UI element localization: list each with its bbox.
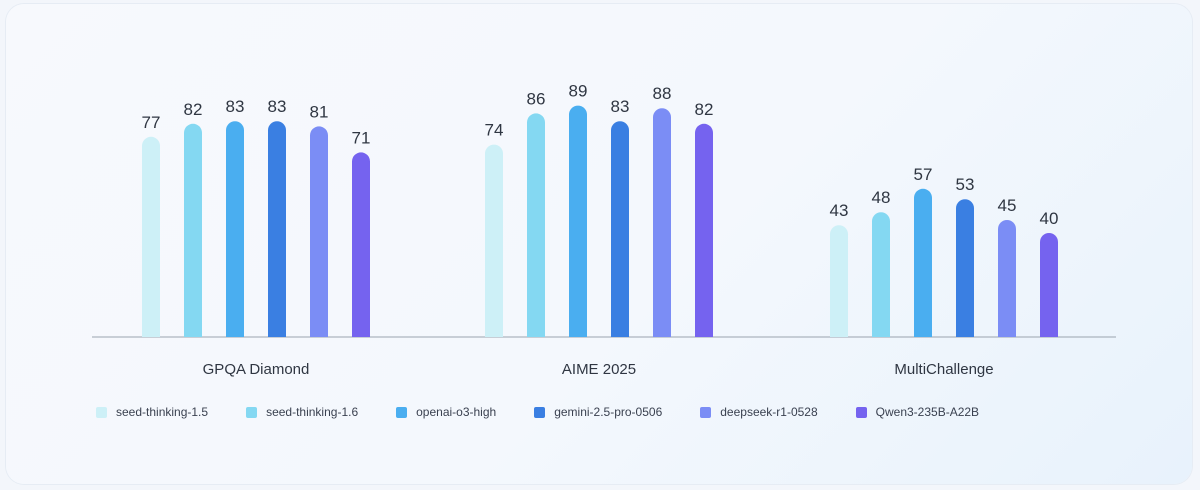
data-label: 74	[485, 121, 504, 140]
data-label: 57	[914, 165, 933, 184]
data-label: 89	[569, 82, 588, 101]
legend-swatch	[396, 406, 408, 418]
category-label: GPQA Diamond	[203, 361, 310, 378]
legend-label: deepseek-r1-0528	[720, 405, 818, 419]
bar-group: 74 86 89 83 88 82	[485, 82, 714, 338]
data-label: 43	[830, 201, 849, 220]
bar-group: 77 82 83 83 81 71	[142, 97, 371, 337]
legend-label: Qwen3-235B-A22B	[875, 405, 980, 419]
bar	[872, 212, 890, 337]
legend: seed-thinking-1.5 seed-thinking-1.6 openai…	[96, 405, 1017, 419]
legend-item: seed-thinking-1.5	[96, 405, 208, 419]
bar-group: 43 48 57 53 45 40	[830, 165, 1059, 337]
data-label: 82	[695, 100, 714, 119]
category-label: AIME 2025	[562, 361, 636, 378]
legend-swatch	[855, 406, 867, 418]
bar	[611, 121, 629, 337]
data-label: 77	[142, 113, 161, 132]
bar	[1040, 233, 1058, 337]
category-label: MultiChallenge	[894, 361, 993, 378]
bar	[569, 105, 587, 337]
bar	[695, 123, 713, 337]
bar	[310, 126, 328, 337]
bar-chart: 77 82 83 83 81 71 GPQA Diamond 74 86 89 83 88 82 AIME…	[92, 82, 1116, 378]
data-label: 83	[268, 97, 287, 116]
bar	[352, 152, 370, 337]
data-label: 48	[872, 188, 891, 207]
legend-swatch	[96, 406, 107, 418]
legend-swatch	[700, 406, 712, 418]
data-label: 83	[611, 97, 630, 116]
bar	[142, 136, 160, 337]
legend-label: openai-o3-high	[416, 405, 497, 419]
legend-label: gemini-2.5-pro-0506	[554, 405, 663, 419]
bar	[184, 123, 202, 337]
chart-card: 77 82 83 83 81 71 GPQA Diamond 74 86 89 83 88 82 AIME…	[6, 4, 1192, 484]
bar	[653, 108, 672, 337]
data-label: 45	[998, 196, 1017, 215]
data-label: 53	[956, 175, 975, 194]
legend-swatch	[246, 406, 258, 418]
legend-item: seed-thinking-1.6	[246, 405, 358, 419]
legend-item: openai-o3-high	[396, 405, 496, 419]
bar	[914, 188, 932, 337]
legend-label: seed-thinking-1.6	[266, 405, 359, 419]
data-label: 82	[184, 100, 203, 119]
legend-label: seed-thinking-1.5	[116, 405, 209, 419]
data-label: 88	[653, 84, 672, 103]
data-label: 81	[310, 102, 329, 121]
bar	[268, 121, 286, 337]
bar	[830, 225, 848, 337]
legend-item: gemini-2.5-pro-0506	[534, 405, 662, 419]
bar	[226, 121, 244, 337]
data-label: 83	[226, 97, 245, 116]
bar	[998, 220, 1016, 337]
legend-item: deepseek-r1-0528	[700, 405, 818, 419]
data-label: 86	[527, 89, 546, 108]
data-label: 71	[352, 128, 371, 147]
data-label: 40	[1040, 209, 1059, 228]
bar	[485, 144, 503, 337]
legend-item: Qwen3-235B-A22B	[855, 405, 980, 419]
legend-swatch	[534, 406, 546, 418]
bar	[527, 113, 545, 338]
bar	[956, 199, 974, 337]
